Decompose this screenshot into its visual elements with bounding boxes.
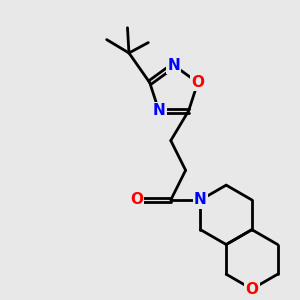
Text: O: O — [191, 75, 204, 90]
Text: N: N — [152, 103, 165, 118]
Text: O: O — [130, 193, 143, 208]
Text: N: N — [194, 193, 207, 208]
Text: N: N — [194, 193, 207, 208]
Text: O: O — [245, 282, 258, 297]
Text: N: N — [167, 58, 180, 73]
